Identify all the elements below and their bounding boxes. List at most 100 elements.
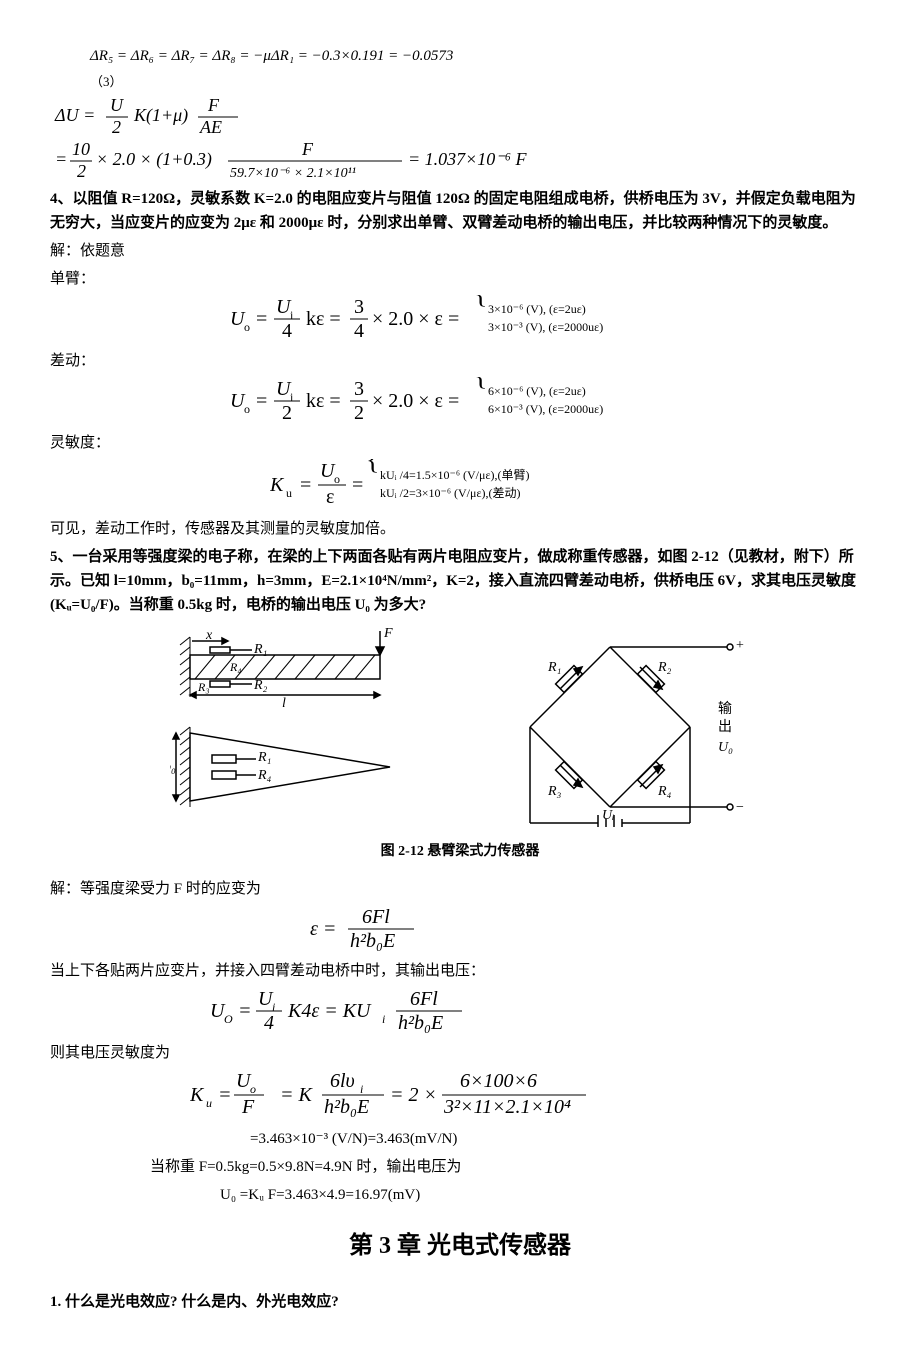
svg-text:Uᵢ: Uᵢ — [602, 808, 614, 823]
svg-text:4: 4 — [354, 320, 364, 342]
svg-text:R₁: R₁ — [253, 642, 267, 657]
fig-beam: x R₁ F R₄ R₃ R₂ l b₀ R₁ R₄ — [170, 627, 430, 827]
svg-text:h²b₀E: h²b₀E — [324, 1096, 369, 1118]
svg-text:o: o — [334, 472, 340, 486]
svg-text:{: { — [474, 295, 487, 310]
q4-title: 4、以阻值 R=120Ω，灵敏系数 K=2.0 的电阻应变片与阻值 120Ω 的… — [50, 187, 870, 235]
svg-text:=: = — [256, 308, 267, 330]
svg-text:−: − — [736, 800, 744, 815]
svg-text:× 2.0 × ε =: × 2.0 × ε = — [372, 308, 459, 330]
svg-text:{: { — [366, 459, 379, 476]
svg-text:K: K — [270, 474, 285, 496]
svg-text:2: 2 — [112, 117, 121, 137]
svg-text:4: 4 — [264, 1012, 274, 1034]
svg-text:R₄: R₄ — [229, 660, 242, 674]
q5-line5: U₀ =Kᵤ F=3.463×4.9=16.97(mV) — [220, 1183, 870, 1207]
svg-text:u: u — [286, 486, 292, 500]
svg-text:x: x — [205, 628, 213, 643]
q4-diff: 差动： — [50, 349, 870, 373]
q5-solve: 解：等强度梁受力 F 时的应变为 — [50, 877, 870, 901]
eq-top-block: ΔR₅ = ΔR₆ = ΔR₇ = ΔR₈ = −μΔR₁ = −0.3×0.1… — [50, 44, 870, 183]
svg-text:3×10⁻³ (V), (ε=2000uε): 3×10⁻³ (V), (ε=2000uε) — [488, 320, 603, 334]
chapter3-title: 第 3 章 光电式传感器 — [50, 1227, 870, 1265]
svg-text:l: l — [282, 696, 286, 711]
q4-solve: 解：依题意 — [50, 239, 870, 263]
svg-text:输: 输 — [718, 701, 732, 717]
svg-text:× 2.0 × (1+0.3): × 2.0 × (1+0.3) — [96, 149, 212, 170]
svg-text:o: o — [250, 1082, 256, 1096]
svg-text:=: = — [256, 390, 267, 412]
svg-text:=: = — [300, 474, 311, 496]
eq-ku: Ku = Uo ε = { kUᵢ /4=1.5×10⁻⁶ (V/με),(单臂… — [270, 459, 920, 513]
svg-text:R₁: R₁ — [547, 660, 561, 675]
svg-text:R₁: R₁ — [257, 750, 271, 765]
svg-text:i: i — [382, 1012, 385, 1026]
svg-text:6lυ: 6lυ — [330, 1070, 355, 1092]
eq-dr: ΔR₅ = ΔR₆ = ΔR₇ = ΔR₈ = −μΔR₁ = −0.3×0.1… — [90, 44, 870, 68]
svg-text:K: K — [190, 1084, 205, 1106]
svg-text:R₄: R₄ — [257, 768, 272, 783]
q5-ku-l2: =3.463×10⁻³ (V/N)=3.463(mV/N) — [250, 1127, 870, 1151]
svg-text:2: 2 — [77, 161, 86, 181]
svg-text:R₃: R₃ — [197, 680, 210, 694]
eq-uo: UO = Ui 4 K4ε = KUi 6Fl h²b₀E — [210, 987, 630, 1037]
svg-text:6Fl: 6Fl — [362, 906, 390, 928]
svg-text:= 1.037×10⁻⁶ F: = 1.037×10⁻⁶ F — [408, 149, 528, 169]
svg-text:h²b₀E: h²b₀E — [398, 1012, 443, 1034]
svg-text:F: F — [207, 95, 220, 115]
q5-title: 5、一台采用等强度梁的电子称，在梁的上下两面各贴有两片电阻应变片，做成称重传感器… — [50, 545, 870, 617]
eq-deltaU: ΔU = U2 K(1+μ) FAE = 102 × 2.0 × (1+0.3)… — [50, 93, 570, 183]
q5-line4: 当称重 F=0.5kg=0.5×9.8N=4.9N 时，输出电压为 — [150, 1155, 870, 1179]
svg-text:kε =: kε = — [306, 390, 341, 412]
label-3: （3） — [90, 72, 870, 93]
svg-text:2: 2 — [354, 402, 364, 424]
svg-text:K4ε = KU: K4ε = KU — [287, 1000, 372, 1022]
svg-text:2: 2 — [282, 402, 292, 424]
eq-diff-arm: Uo = Ui 2 kε = 32 × 2.0 × ε = { 6×10⁻⁶ (… — [230, 377, 920, 427]
svg-text:=: = — [218, 1084, 232, 1106]
svg-text:R₂: R₂ — [253, 678, 268, 693]
svg-text:K(1+μ): K(1+μ) — [133, 105, 188, 126]
figure-row: x R₁ F R₄ R₃ R₂ l b₀ R₁ R₄ — [50, 627, 870, 827]
svg-text:59.7×10⁻⁶ × 2.1×10¹¹: 59.7×10⁻⁶ × 2.1×10¹¹ — [230, 166, 356, 181]
svg-text:3²×11×2.1×10⁴: 3²×11×2.1×10⁴ — [443, 1096, 571, 1118]
svg-text:= K: = K — [280, 1084, 313, 1106]
fig-bridge: R₁R₂ R₃R₄ Uᵢ + − 输 出 U₀ — [490, 627, 750, 827]
svg-text:6Fl: 6Fl — [410, 988, 438, 1010]
svg-text:6×10⁻³ (V), (ε=2000uε): 6×10⁻³ (V), (ε=2000uε) — [488, 402, 603, 416]
svg-text:u: u — [206, 1096, 212, 1110]
svg-text:= 2 ×: = 2 × — [390, 1084, 437, 1106]
svg-text:=: = — [55, 149, 67, 169]
svg-text:F: F — [383, 627, 393, 641]
svg-text:kε =: kε = — [306, 308, 341, 330]
svg-text:o: o — [244, 320, 250, 334]
svg-text:b₀: b₀ — [170, 760, 176, 775]
svg-text:F: F — [241, 1096, 255, 1118]
svg-text:U₀: U₀ — [718, 740, 733, 755]
svg-text:4: 4 — [282, 320, 292, 342]
svg-text:O: O — [224, 1012, 233, 1026]
svg-text:出: 出 — [718, 719, 732, 735]
svg-text:=: = — [352, 474, 363, 496]
svg-text:R₄: R₄ — [657, 784, 672, 799]
svg-text:10: 10 — [72, 139, 90, 159]
svg-text:ε =: ε = — [310, 918, 336, 940]
q5-line3: 则其电压灵敏度为 — [50, 1041, 870, 1065]
fig-caption: 图 2-12 悬臂梁式力传感器 — [50, 841, 870, 863]
q4-single: 单臂： — [50, 267, 870, 291]
svg-text:o: o — [244, 402, 250, 416]
svg-text:3×10⁻⁶ (V), (ε=2uε): 3×10⁻⁶ (V), (ε=2uε) — [488, 302, 586, 316]
svg-text:6×10⁻⁶ (V), (ε=2uε): 6×10⁻⁶ (V), (ε=2uε) — [488, 384, 586, 398]
svg-text:6×100×6: 6×100×6 — [460, 1070, 537, 1092]
svg-text:3: 3 — [354, 378, 364, 400]
eq-eps: ε = 6Fl h²b₀E — [310, 905, 610, 955]
svg-text:AE: AE — [199, 117, 222, 137]
svg-text:F: F — [301, 139, 314, 159]
q5-line2: 当上下各贴两片应变片，并接入四臂差动电桥中时，其输出电压： — [50, 959, 870, 983]
svg-text:ΔU =: ΔU = — [54, 105, 95, 125]
svg-text:R₃: R₃ — [547, 784, 562, 799]
svg-text:{: { — [474, 377, 487, 392]
svg-text:h²b₀E: h²b₀E — [350, 930, 395, 952]
svg-text:+: + — [736, 638, 744, 653]
svg-text:i: i — [360, 1082, 363, 1096]
